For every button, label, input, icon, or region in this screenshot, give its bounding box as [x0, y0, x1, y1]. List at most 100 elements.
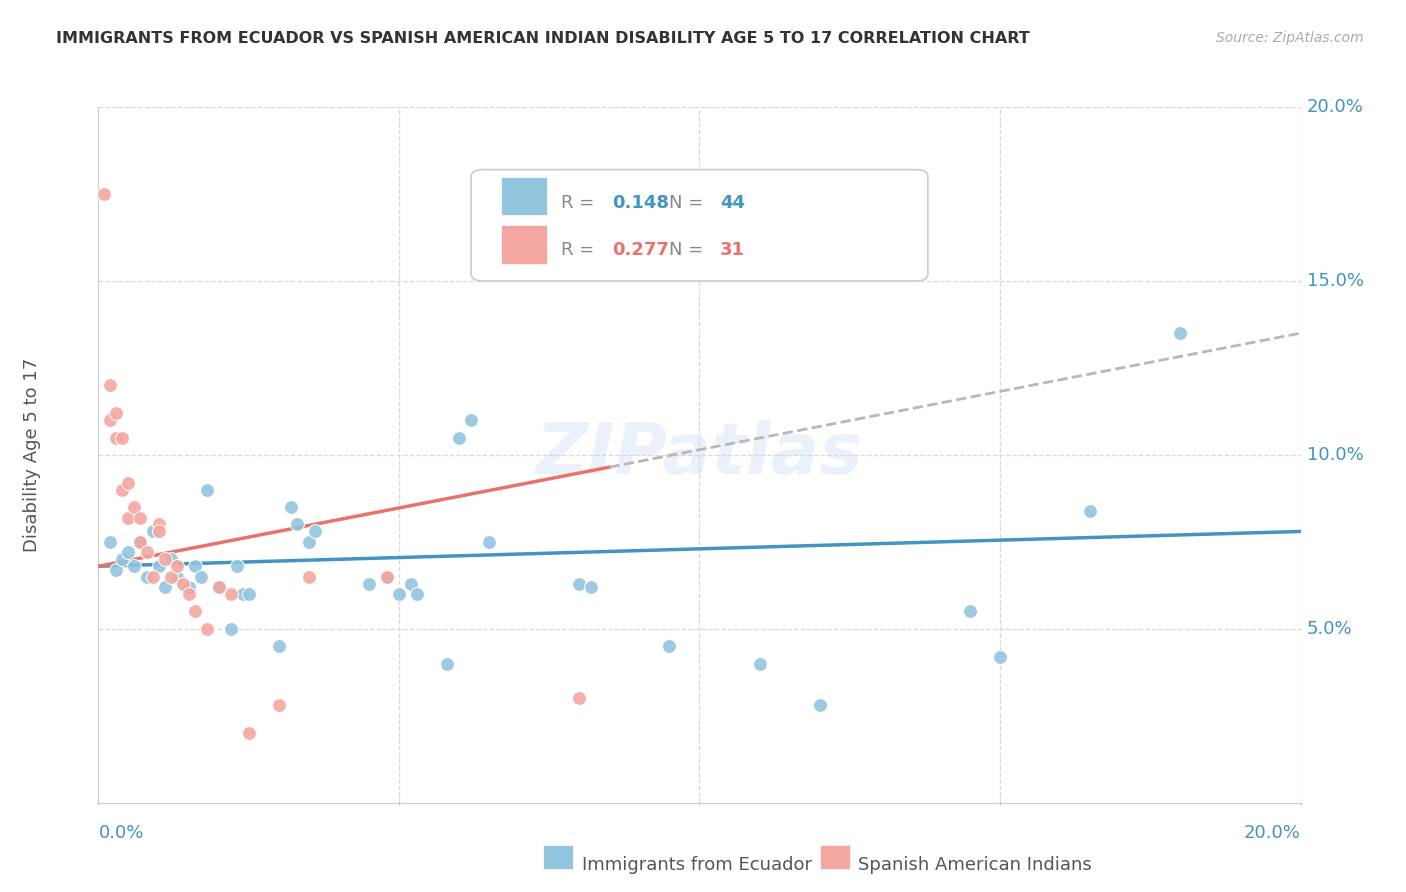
Text: 0.0%: 0.0%: [98, 823, 143, 842]
Point: [135, 545, 157, 559]
Point: [304, 524, 326, 539]
Point: [538, 256, 561, 270]
Point: [399, 576, 422, 591]
Point: [105, 563, 128, 577]
FancyBboxPatch shape: [471, 169, 928, 281]
Point: [406, 587, 429, 601]
Point: [959, 605, 981, 619]
Point: [111, 483, 134, 497]
Point: [117, 545, 139, 559]
Point: [208, 580, 231, 594]
Point: [100, 413, 122, 427]
Point: [105, 406, 128, 420]
Point: [267, 698, 290, 713]
Point: [195, 622, 218, 636]
Text: 0.277: 0.277: [612, 241, 669, 259]
Point: [581, 580, 603, 594]
Point: [124, 500, 146, 514]
Point: [225, 559, 247, 574]
Point: [105, 431, 128, 445]
Text: IMMIGRANTS FROM ECUADOR VS SPANISH AMERICAN INDIAN DISABILITY AGE 5 TO 17 CORREL: IMMIGRANTS FROM ECUADOR VS SPANISH AMERI…: [56, 31, 1031, 46]
Point: [280, 500, 302, 514]
Point: [111, 431, 134, 445]
Point: [124, 559, 146, 574]
Point: [447, 431, 470, 445]
Point: [100, 534, 122, 549]
Point: [388, 587, 411, 601]
Point: [568, 576, 591, 591]
Point: [129, 510, 152, 524]
Point: [148, 517, 170, 532]
Point: [808, 698, 831, 713]
Point: [1170, 326, 1192, 340]
Point: [148, 559, 170, 574]
Point: [166, 559, 188, 574]
Point: [159, 570, 181, 584]
Text: Disability Age 5 to 17: Disability Age 5 to 17: [24, 358, 41, 552]
Point: [111, 552, 134, 566]
Point: [232, 587, 254, 601]
Point: [219, 622, 242, 636]
Point: [285, 517, 308, 532]
Text: 15.0%: 15.0%: [1306, 272, 1364, 290]
Point: [357, 576, 380, 591]
Text: 10.0%: 10.0%: [1306, 446, 1364, 464]
Point: [159, 552, 181, 566]
Point: [153, 552, 176, 566]
Text: R =: R =: [561, 194, 600, 212]
Point: [208, 580, 231, 594]
Point: [436, 657, 458, 671]
Point: [478, 534, 501, 549]
Point: [190, 570, 212, 584]
Point: [172, 576, 194, 591]
FancyBboxPatch shape: [543, 845, 574, 869]
Point: [298, 534, 321, 549]
Point: [238, 587, 260, 601]
Point: [153, 580, 176, 594]
Point: [183, 559, 205, 574]
Point: [177, 580, 200, 594]
Text: 20.0%: 20.0%: [1244, 823, 1301, 842]
Point: [148, 524, 170, 539]
Text: 5.0%: 5.0%: [1306, 620, 1353, 638]
Point: [1078, 503, 1101, 517]
Text: N =: N =: [669, 241, 710, 259]
Point: [141, 524, 163, 539]
Point: [748, 657, 770, 671]
Text: R =: R =: [561, 241, 600, 259]
Point: [460, 413, 482, 427]
Text: 31: 31: [720, 241, 745, 259]
Point: [195, 483, 218, 497]
Point: [117, 510, 139, 524]
Point: [183, 605, 205, 619]
Point: [568, 691, 591, 706]
Point: [298, 570, 321, 584]
Text: 44: 44: [720, 194, 745, 212]
Point: [135, 570, 157, 584]
Point: [219, 587, 242, 601]
Point: [129, 534, 152, 549]
FancyBboxPatch shape: [501, 226, 547, 263]
Point: [238, 726, 260, 740]
Point: [100, 378, 122, 392]
FancyBboxPatch shape: [820, 845, 849, 869]
Text: 0.148: 0.148: [612, 194, 669, 212]
Text: 20.0%: 20.0%: [1306, 98, 1364, 116]
Point: [141, 570, 163, 584]
Text: Source: ZipAtlas.com: Source: ZipAtlas.com: [1216, 31, 1364, 45]
Point: [93, 187, 115, 202]
Point: [988, 649, 1011, 664]
Point: [267, 639, 290, 653]
Point: [375, 570, 398, 584]
Text: Spanish American Indians: Spanish American Indians: [858, 856, 1092, 874]
Point: [129, 534, 152, 549]
Point: [177, 587, 200, 601]
Point: [658, 639, 681, 653]
Text: Immigrants from Ecuador: Immigrants from Ecuador: [582, 856, 811, 874]
Point: [166, 570, 188, 584]
Point: [375, 570, 398, 584]
Point: [117, 475, 139, 490]
Text: ZIPatlas: ZIPatlas: [536, 420, 863, 490]
Text: N =: N =: [669, 194, 710, 212]
FancyBboxPatch shape: [501, 177, 547, 215]
